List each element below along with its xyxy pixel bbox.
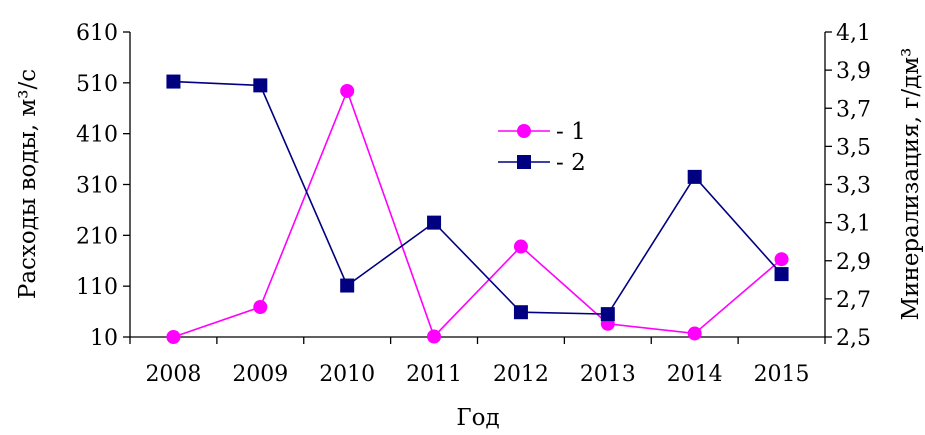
x-tick-label: 2008: [145, 362, 201, 387]
legend-label-1: - 1: [556, 119, 586, 145]
right-tick-label: 3,3: [836, 174, 871, 199]
x-tick-label: 2015: [754, 362, 810, 387]
series-1-point: [166, 330, 181, 344]
series-1-point: [340, 83, 355, 98]
series-1-point: [687, 326, 702, 341]
right-axis-title: Минерализация, г/дм³: [898, 48, 924, 321]
series: [166, 74, 789, 344]
series-2-point: [253, 78, 268, 93]
legend-marker-1: [517, 124, 531, 138]
ticks: 10 110 210 310 410 510 610 2,5 2,7 2,9 3,1 3,3 3,5 3,…: [76, 21, 871, 387]
series-2-point: [166, 74, 181, 89]
x-tick-label: 2011: [406, 362, 462, 387]
x-tick-label: 2009: [232, 362, 288, 387]
left-tick-label: 310: [76, 174, 118, 199]
right-tick-label: 2,9: [836, 250, 871, 275]
left-tick-label: 510: [76, 72, 118, 97]
legend-label-2: - 2: [556, 150, 586, 176]
series-2-line: [173, 80, 783, 315]
x-tick-label: 2010: [319, 362, 375, 387]
series-2-point: [340, 278, 355, 293]
x-axis-title: Год: [456, 405, 499, 431]
series-1-line: [173, 88, 783, 338]
left-tick-label: 210: [76, 224, 118, 249]
series-2-point: [687, 169, 702, 184]
left-tick-label: 610: [76, 21, 118, 46]
right-tick-label: 2,7: [836, 288, 871, 313]
right-tick-label: 3,7: [836, 97, 871, 122]
series-1-point: [513, 239, 528, 254]
left-tick-label: 410: [76, 123, 118, 148]
series-1-point: [774, 252, 789, 267]
series-2-point: [774, 267, 789, 282]
legend-marker-2: [517, 155, 531, 169]
x-tick-label: 2013: [580, 362, 636, 387]
x-tick-label: 2012: [493, 362, 549, 387]
right-tick-label: 3,5: [836, 135, 871, 160]
right-tick-label: 3,9: [836, 59, 871, 84]
series-1-point: [427, 329, 442, 344]
left-tick-label: 10: [90, 326, 118, 351]
legend: - 1- 2: [498, 119, 586, 176]
series-2-point: [513, 305, 528, 320]
left-tick-label: 110: [76, 275, 118, 300]
x-tick-label: 2014: [667, 362, 723, 387]
series-1-point: [253, 300, 268, 315]
right-tick-label: 3,1: [836, 212, 871, 237]
right-tick-label: 4,1: [836, 21, 871, 46]
series-2-point: [600, 307, 615, 322]
right-tick-label: 2,5: [836, 326, 871, 351]
series-2-point: [427, 215, 442, 230]
left-axis-title: Расходы воды, м³/с: [15, 69, 41, 299]
